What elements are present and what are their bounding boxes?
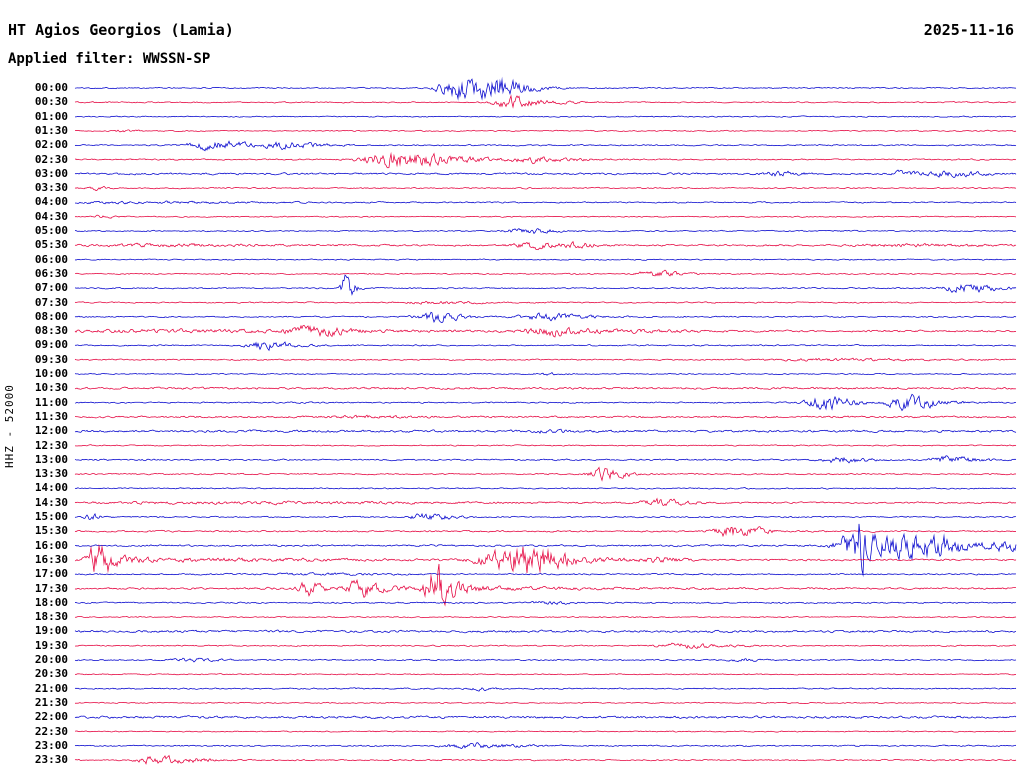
time-label: 07:30	[34, 295, 68, 309]
time-label: 18:30	[34, 610, 68, 624]
time-label: 19:00	[34, 624, 68, 638]
time-label: 11:00	[34, 395, 68, 409]
time-label: 02:00	[34, 138, 68, 152]
time-label: 18:00	[34, 595, 68, 609]
time-label: 17:30	[34, 581, 68, 595]
time-label: 08:00	[34, 309, 68, 323]
time-label: 03:30	[34, 181, 68, 195]
time-label: 21:30	[34, 695, 68, 709]
time-label: 06:30	[34, 266, 68, 280]
time-label: 23:00	[34, 738, 68, 752]
time-label: 11:30	[34, 409, 68, 423]
time-label: 12:30	[34, 438, 68, 452]
time-label: 15:00	[34, 510, 68, 523]
time-label: 13:30	[34, 467, 68, 481]
time-label: 09:30	[34, 352, 68, 366]
time-label: 16:30	[34, 552, 68, 566]
time-label: 09:00	[34, 338, 68, 352]
time-label: 19:30	[34, 638, 68, 652]
date-label: 2025-11-16	[923, 21, 1014, 39]
time-label: 06:00	[34, 252, 68, 266]
time-label: 10:00	[34, 367, 68, 380]
time-label: 16:00	[34, 538, 68, 552]
time-label: 14:00	[34, 481, 68, 495]
time-label: 21:00	[34, 681, 68, 695]
time-label: 08:30	[34, 324, 68, 338]
time-label: 00:30	[34, 95, 68, 109]
filter-label: Applied filter: WWSSN-SP	[8, 51, 211, 67]
page-title: HT Agios Georgios (Lamia)	[8, 21, 234, 39]
time-label: 13:00	[34, 452, 68, 466]
time-label: 00:00	[34, 81, 68, 94]
time-label: 05:30	[34, 238, 68, 252]
time-label: 01:00	[34, 109, 68, 123]
time-label: 22:00	[34, 710, 68, 724]
time-label: 05:00	[34, 224, 68, 237]
time-label: 10:30	[34, 381, 68, 395]
time-label: 12:00	[34, 424, 68, 438]
time-label: 23:30	[34, 753, 68, 767]
time-label: 17:00	[34, 567, 68, 581]
time-label: 22:30	[34, 724, 68, 738]
time-label: 01:30	[34, 123, 68, 137]
time-label: 14:30	[34, 495, 68, 509]
time-label: 07:00	[34, 281, 68, 295]
time-label: 03:00	[34, 166, 68, 180]
time-label: 20:30	[34, 667, 68, 681]
time-label: 04:30	[34, 209, 68, 223]
time-label: 02:30	[34, 152, 68, 166]
time-label: 15:30	[34, 524, 68, 538]
time-label: 20:00	[34, 653, 68, 666]
time-label: 04:00	[34, 195, 68, 209]
